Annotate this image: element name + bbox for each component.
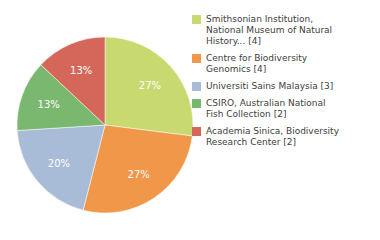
html-text:Centre for Biodiversity Genomi: Centre for Biodiversity Genomics [4] bbox=[206, 53, 308, 74]
svg-text:13%: 13% bbox=[38, 99, 60, 110]
svg-text:20%: 20% bbox=[48, 158, 70, 169]
svg-text:13%: 13% bbox=[70, 65, 92, 76]
svg-text:27%: 27% bbox=[128, 169, 150, 180]
svg-text:27%: 27% bbox=[139, 80, 161, 91]
html-text:CSIRO, Australian National Fis: CSIRO, Australian National Fish Collecti… bbox=[206, 98, 326, 119]
html-text:Academia Sinica, Biodiversity: Academia Sinica, Biodiversity Research C… bbox=[206, 126, 339, 147]
html-text:Universiti Sains Malaysia [3]: Universiti Sains Malaysia [3] bbox=[206, 81, 334, 91]
html-text:Smithsonian Institution, Natio: Smithsonian Institution, National Museum… bbox=[206, 14, 333, 46]
